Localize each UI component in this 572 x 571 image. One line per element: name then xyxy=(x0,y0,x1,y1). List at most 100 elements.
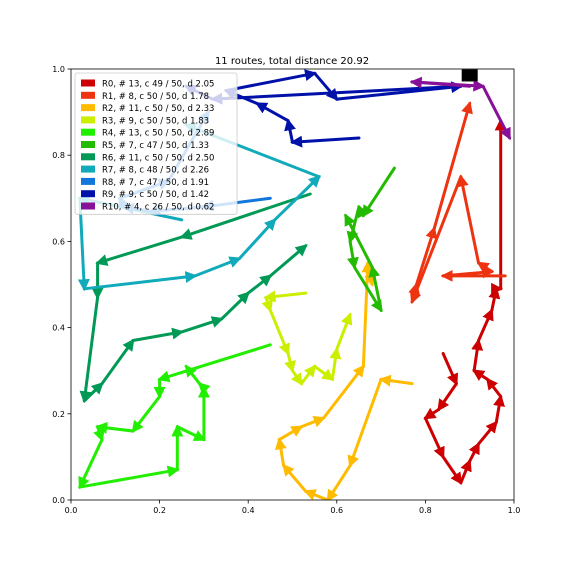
route-0-segment xyxy=(493,394,506,424)
route-5 xyxy=(344,166,396,313)
route-1 xyxy=(408,101,507,304)
legend-swatch xyxy=(81,141,95,148)
route-5-segment xyxy=(346,239,359,270)
route-4-segment xyxy=(93,425,105,442)
route-4-segment xyxy=(95,421,135,434)
legend-entry: R3, # 9, c 50 / 50, d 1.83 xyxy=(102,116,209,126)
route-0-segment xyxy=(441,351,459,386)
route-3-segment xyxy=(290,369,303,386)
route-3-segment xyxy=(313,364,335,381)
legend-swatch xyxy=(81,177,95,185)
route-2-segment xyxy=(282,463,308,493)
route-0-segment xyxy=(423,416,445,460)
legend-swatch xyxy=(81,165,95,173)
route-4 xyxy=(78,343,272,490)
route-3-segment xyxy=(261,295,273,313)
route-4-segment xyxy=(78,465,180,489)
route-6 xyxy=(79,192,312,404)
legend-entry: R4, # 13, c 50 / 50, d 2.89 xyxy=(102,129,214,139)
route-2-segment xyxy=(326,464,352,500)
route-9-segment xyxy=(313,71,339,101)
route-0-segment xyxy=(488,286,501,312)
legend-swatch xyxy=(81,190,95,198)
route-5-segment xyxy=(353,265,383,313)
y-tick-label: 0.6 xyxy=(52,237,65,246)
legend-entry: R8, # 7, c 47 / 50, d 1.91 xyxy=(102,178,209,188)
route-2-segment xyxy=(361,260,374,368)
route-0-segment xyxy=(423,407,441,420)
route-3-segment xyxy=(268,308,290,356)
route-0-segment xyxy=(471,338,484,373)
route-10-segment xyxy=(481,84,512,141)
route-2-segment xyxy=(277,425,304,442)
route-3-segment xyxy=(299,364,317,386)
y-tick-label: 0.2 xyxy=(52,410,65,419)
route-0-segment xyxy=(441,455,463,485)
route-6-segment xyxy=(95,235,184,266)
route-4-segment xyxy=(184,364,201,386)
route-3-segment xyxy=(263,290,308,303)
x-tick-label: 1.0 xyxy=(508,506,521,515)
y-tick-label: 1.0 xyxy=(52,65,65,74)
y-tick-label: 0.4 xyxy=(52,324,65,333)
route-1-segment xyxy=(432,101,473,230)
route-0-segment xyxy=(477,420,498,446)
x-tick-label: 0.2 xyxy=(153,506,166,515)
route-0 xyxy=(423,118,507,485)
x-tick-label: 0.8 xyxy=(419,506,432,515)
route-9-segment xyxy=(284,118,296,144)
x-tick-label: 0.6 xyxy=(330,506,343,515)
route-3-segment xyxy=(329,346,342,381)
route-4-segment xyxy=(175,425,207,442)
route-10 xyxy=(409,76,512,141)
route-2-segment xyxy=(347,377,383,468)
route-6-segment xyxy=(100,338,135,386)
route-4-segment xyxy=(78,438,104,490)
route-0-segment xyxy=(485,377,503,399)
route-9-segment xyxy=(290,135,361,148)
legend-swatch xyxy=(81,128,95,136)
route-9-segment xyxy=(254,101,290,123)
route-5-segment xyxy=(361,166,396,218)
route-3-segment xyxy=(284,351,296,374)
legend: R0, # 13, c 49 / 50, d 2.05 R1, # 8, c 50… xyxy=(74,72,238,215)
route-9-segment xyxy=(224,69,318,93)
route-6-segment xyxy=(268,244,308,278)
route-4-segment xyxy=(131,395,162,433)
route-10-segment xyxy=(410,79,486,92)
route-1-segment xyxy=(476,261,494,274)
axes: 0.0 0.2 0.4 0.6 0.8 1.0 0.0 0.2 0.4 0.6 0.8 1.0 xyxy=(52,65,520,515)
y-tick-label: 0.8 xyxy=(52,151,65,160)
legend-entry: R5, # 7, c 47 / 50, d 1.33 xyxy=(102,141,209,151)
route-7-segment xyxy=(237,218,277,261)
legend-entry: R2, # 11, c 50 / 50, d 2.33 xyxy=(102,104,214,114)
route-6-segment xyxy=(179,192,312,240)
legend-entry: R6, # 11, c 50 / 50, d 2.50 xyxy=(102,153,214,163)
route-2-segment xyxy=(322,364,365,420)
legend-entry: R9, # 9, c 50 / 50, d 1.42 xyxy=(102,190,209,200)
chart-title: 11 routes, total distance 20.92 xyxy=(215,56,369,67)
route-0-segment xyxy=(459,458,472,485)
route-0-segment xyxy=(468,441,481,463)
route-1-segment xyxy=(415,226,438,286)
route-0-segment xyxy=(437,382,458,412)
legend-swatch xyxy=(81,202,95,210)
route-6-segment xyxy=(82,381,104,403)
route-2-segment xyxy=(378,374,414,387)
route-6-segment xyxy=(131,327,185,343)
route-6-segment xyxy=(220,291,250,321)
legend-entry: R10, # 4, c 26 / 50, d 0.62 xyxy=(102,203,214,213)
route-3-segment xyxy=(335,312,353,351)
route-2 xyxy=(274,260,414,500)
route-7-segment xyxy=(273,175,321,222)
x-tick-label: 0.4 xyxy=(242,506,255,515)
route-5-segment xyxy=(344,213,374,269)
y-tick-label: 0.0 xyxy=(52,496,65,505)
route-1-segment xyxy=(408,282,420,304)
route-0-segment xyxy=(477,308,494,343)
route-7-segment xyxy=(82,271,198,291)
route-6-segment xyxy=(79,295,100,404)
depot-marker xyxy=(461,69,478,82)
route-6-segment xyxy=(246,274,273,295)
